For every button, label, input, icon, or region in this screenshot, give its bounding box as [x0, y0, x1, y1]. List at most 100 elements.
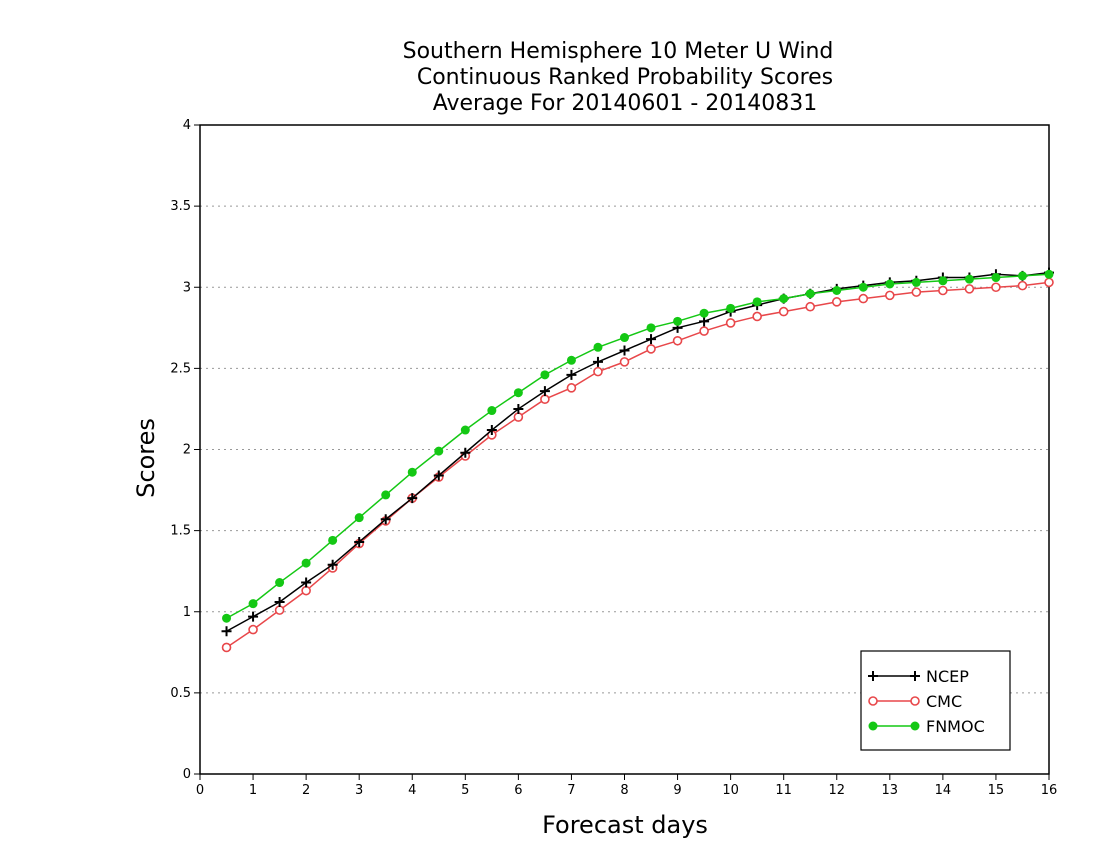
- data-point-cmc: [938, 285, 948, 296]
- x-tick-label: 4: [408, 783, 416, 798]
- data-point-cmc: [911, 287, 922, 297]
- data-point-fnmoc: [434, 446, 444, 456]
- series-line-cmc: [226, 281, 1050, 649]
- data-point-ncep: [539, 386, 550, 397]
- data-point-fnmoc: [328, 535, 338, 545]
- data-point-fnmoc: [301, 558, 311, 568]
- data-point-cmc: [752, 311, 762, 322]
- legend-marker-cmc: [868, 696, 878, 706]
- y-tick-label: 3.5: [170, 199, 191, 214]
- legend-item-cmc: CMC: [868, 692, 962, 711]
- data-point-fnmoc: [222, 613, 232, 623]
- data-point-fnmoc: [885, 279, 895, 289]
- data-point-ncep: [274, 597, 285, 608]
- data-point-fnmoc: [407, 467, 417, 477]
- data-series: [221, 267, 1054, 653]
- chart-title-line-1: Southern Hemisphere 10 Meter U Wind: [403, 39, 834, 64]
- data-point-cmc: [964, 284, 975, 294]
- data-point-fnmoc: [779, 294, 789, 304]
- data-point-fnmoc: [964, 274, 974, 284]
- x-tick-label: 2: [302, 783, 310, 798]
- data-point-ncep: [301, 577, 312, 588]
- data-point-fnmoc: [726, 303, 736, 313]
- data-point-cmc: [1044, 277, 1054, 288]
- data-point-fnmoc: [593, 342, 603, 352]
- data-point-ncep: [699, 316, 710, 327]
- gridlines: [200, 205, 1049, 694]
- series-cmc: [221, 277, 1054, 653]
- legend-item-fnmoc: FNMOC: [868, 717, 985, 736]
- x-tick-label: 13: [882, 783, 899, 798]
- y-tick-label: 4: [183, 118, 191, 133]
- data-point-ncep: [513, 403, 524, 414]
- x-tick-label: 16: [1041, 783, 1058, 798]
- data-point-ncep: [354, 536, 365, 547]
- data-point-ncep: [566, 369, 577, 380]
- legend-item-ncep: NCEP: [868, 667, 969, 686]
- data-point-fnmoc: [620, 333, 629, 343]
- legend-marker-cmc: [910, 696, 920, 706]
- x-tick-label: 3: [355, 783, 363, 798]
- data-point-fnmoc: [991, 273, 1001, 283]
- legend-marker-fnmoc: [868, 721, 878, 731]
- data-point-fnmoc: [911, 277, 921, 287]
- data-point-fnmoc: [832, 285, 842, 295]
- data-point-cmc: [725, 318, 736, 328]
- data-point-fnmoc: [381, 490, 391, 500]
- x-tick-label: 0: [196, 783, 204, 798]
- y-tick-label: 1.5: [170, 524, 191, 539]
- data-point-cmc: [301, 585, 311, 596]
- y-tick-label: 2: [183, 443, 191, 458]
- series-fnmoc: [222, 269, 1054, 623]
- data-point-fnmoc: [1044, 269, 1054, 279]
- data-point-cmc: [699, 326, 709, 336]
- data-point-cmc: [221, 642, 232, 653]
- data-point-fnmoc: [805, 289, 815, 299]
- chart-title-line-3: Average For 20140601 - 20140831: [433, 91, 818, 116]
- y-tick-label: 1: [183, 605, 191, 620]
- legend-marker-ncep: [910, 671, 920, 681]
- data-point-cmc: [593, 366, 603, 377]
- legend-label-ncep: NCEP: [926, 667, 969, 686]
- data-point-ncep: [407, 493, 418, 504]
- data-point-cmc: [274, 605, 285, 615]
- legend-label-cmc: CMC: [926, 692, 962, 711]
- data-point-fnmoc: [1017, 271, 1027, 281]
- data-point-cmc: [805, 301, 816, 312]
- y-tick-label: 2.5: [170, 361, 191, 376]
- x-tick-label: 6: [514, 783, 522, 798]
- data-point-cmc: [1017, 280, 1028, 291]
- data-point-cmc: [540, 394, 550, 405]
- y-tick-label: 3: [183, 280, 191, 295]
- data-point-ncep: [433, 470, 444, 481]
- data-point-fnmoc: [858, 282, 868, 292]
- series-line-fnmoc: [226, 273, 1050, 619]
- data-point-cmc: [885, 290, 895, 301]
- data-point-cmc: [619, 357, 630, 367]
- data-point-ncep: [592, 356, 603, 367]
- data-point-cmc: [566, 383, 577, 393]
- x-tick-label: 9: [673, 783, 681, 798]
- data-point-ncep: [380, 514, 391, 525]
- x-tick-label: 12: [828, 783, 845, 798]
- x-axis-label: Forecast days: [542, 811, 708, 839]
- data-point-cmc: [513, 412, 524, 422]
- data-point-fnmoc: [513, 388, 523, 398]
- x-tick-label: 8: [620, 783, 628, 798]
- data-point-ncep: [221, 626, 232, 637]
- axis-ticks: 00.511.522.533.540 1 2 3 4 5 6 7 8 9 10 11 12 13 14 15 1…: [170, 118, 1057, 798]
- y-axis-label: Scores: [132, 418, 160, 498]
- legend-marker-fnmoc: [910, 721, 920, 731]
- data-point-ncep: [619, 345, 630, 356]
- data-point-ncep: [646, 334, 657, 345]
- legend-label-fnmoc: FNMOC: [926, 717, 985, 736]
- data-point-fnmoc: [752, 297, 762, 307]
- data-point-fnmoc: [673, 316, 683, 326]
- x-tick-label: 7: [567, 783, 575, 798]
- legend: NCEP CMC FNMOC: [860, 650, 1011, 751]
- data-point-fnmoc: [354, 513, 364, 523]
- data-point-fnmoc: [275, 578, 285, 588]
- data-point-fnmoc: [699, 308, 709, 318]
- data-point-cmc: [858, 293, 869, 304]
